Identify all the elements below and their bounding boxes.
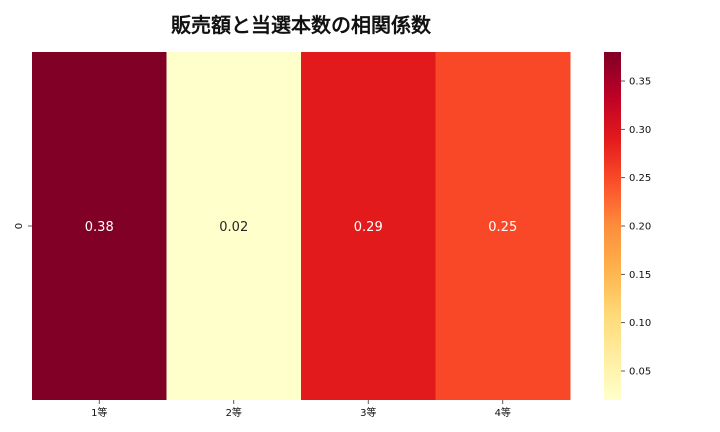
colorbar-tick-label: 0.15 xyxy=(629,270,651,281)
heatmap-cells xyxy=(32,52,571,400)
colorbar-tick-label: 0.25 xyxy=(629,173,651,184)
colorbar xyxy=(604,52,621,400)
heatmap-cell xyxy=(166,52,302,400)
heatmap-cell xyxy=(32,52,167,400)
cell-value-label: 0.38 xyxy=(85,220,114,235)
x-tick-label: 4等 xyxy=(495,406,511,419)
cell-value-label: 0.25 xyxy=(488,220,517,235)
x-tick-label: 3等 xyxy=(360,406,376,419)
colorbar-tick-label: 0.35 xyxy=(629,77,651,88)
colorbar-tick-label: 0.30 xyxy=(629,125,651,136)
x-tick-label: 2等 xyxy=(226,406,242,419)
colorbar-tick-label: 0.05 xyxy=(629,367,651,378)
colorbar-tick-label: 0.20 xyxy=(629,222,651,233)
x-axis-ticks: 1等 2等 3等 4等 xyxy=(91,400,511,419)
x-tick-label: 1等 xyxy=(91,406,107,419)
cell-value-label: 0.02 xyxy=(219,220,248,235)
y-tick-label: 0 xyxy=(14,223,25,229)
colorbar-tick-label: 0.10 xyxy=(629,318,651,329)
chart-title: 販売額と当選本数の相関係数 xyxy=(171,13,432,37)
y-axis-ticks: 0 xyxy=(14,223,32,229)
heatmap-cell xyxy=(435,52,571,400)
colorbar-ticks: 0.05 0.10 0.15 0.20 0.25 0.30 0.35 xyxy=(621,77,651,378)
heatmap-cell xyxy=(301,52,436,400)
heatmap-cell-labels: 0.38 0.02 0.29 0.25 xyxy=(85,220,517,235)
cell-value-label: 0.29 xyxy=(354,220,383,235)
